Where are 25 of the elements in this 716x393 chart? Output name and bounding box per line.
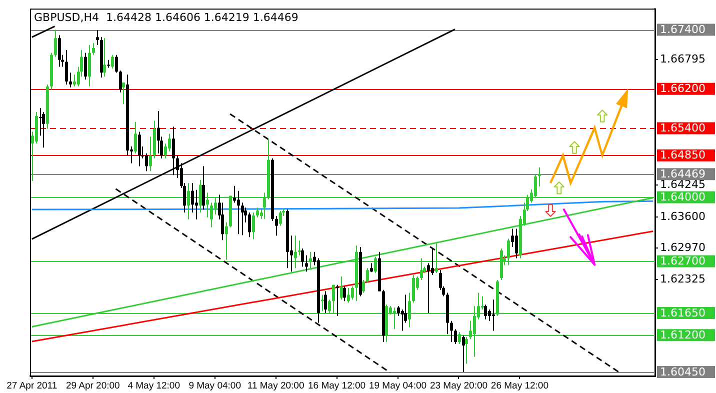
x-tick-label: 4 May 12:00 [128, 380, 180, 392]
y-tick-label: 1.64245 [660, 178, 706, 192]
ref-line-label: 1.64850 [660, 148, 706, 162]
x-tick-label: 23 May 20:00 [430, 380, 488, 392]
y-tick-label: 1.63600 [660, 210, 706, 223]
x-tick-label: 29 Apr 20:00 [66, 380, 120, 392]
ref-line-label: 1.65400 [660, 122, 706, 135]
ref-line-label: 1.66200 [660, 82, 706, 96]
ref-line-label: 1.61200 [660, 328, 706, 342]
x-tick-label: 16 May 12:00 [308, 380, 366, 392]
x-tick-label: 9 May 04:00 [188, 380, 241, 392]
ref-line-label: 1.64000 [660, 190, 706, 204]
ref-line-label: 1.60450 [660, 365, 706, 378]
x-tick-label: 27 Apr 2011 [6, 380, 58, 392]
ref-line-label: 1.64469 [660, 167, 706, 180]
ref-line-label: 1.61650 [660, 306, 706, 320]
ref-line-label: 1.67400 [660, 23, 706, 36]
x-tick-label: 26 May 12:00 [490, 380, 548, 392]
y-tick-label: 1.62325 [660, 272, 706, 286]
x-tick-label: 11 May 20:00 [247, 380, 304, 392]
ref-line-label: 1.62700 [660, 254, 706, 268]
y-tick-label: 1.66795 [660, 52, 706, 66]
chart-title: GBPUSD,H4 1.64428 1.64606 1.64219 1.64469 [34, 10, 298, 24]
y-tick-label: 1.62970 [660, 240, 706, 254]
x-tick-label: 19 May 04:00 [368, 380, 427, 392]
